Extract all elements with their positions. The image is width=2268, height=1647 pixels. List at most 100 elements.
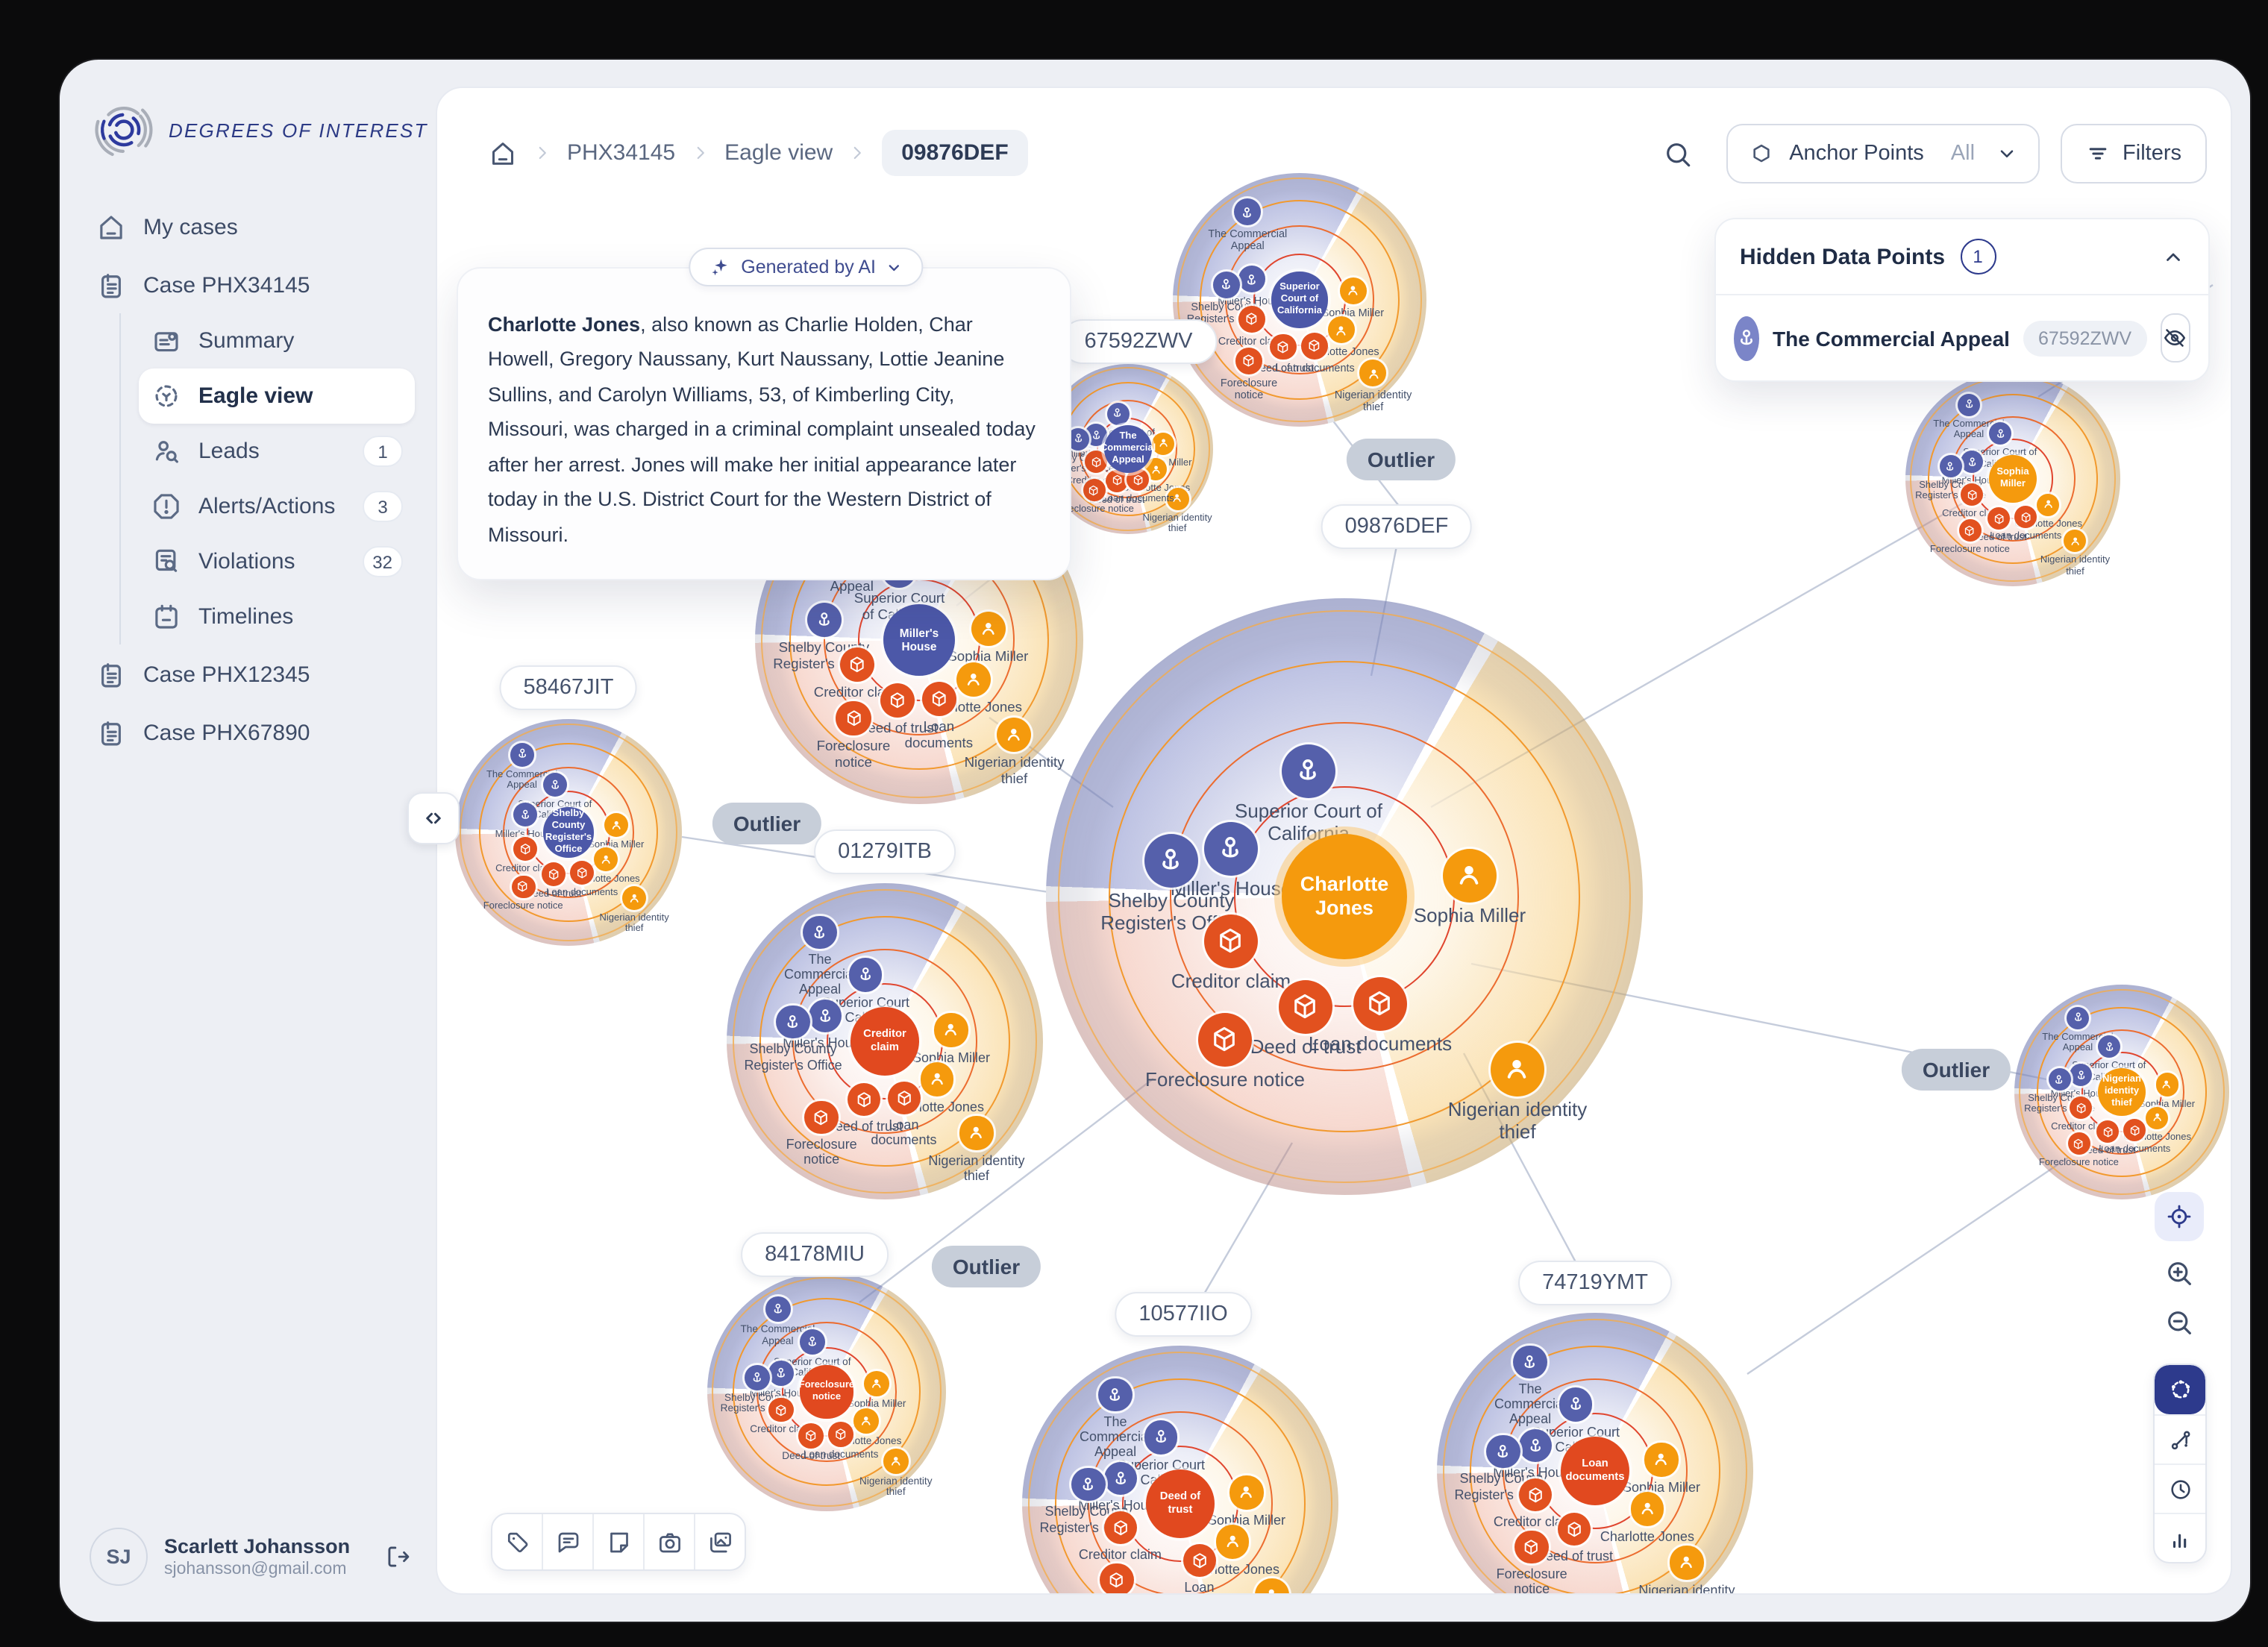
graph-node-loan[interactable] bbox=[1182, 1544, 1216, 1578]
graph-node-charlotte[interactable] bbox=[853, 1408, 879, 1434]
graph-node-charlotte[interactable] bbox=[1630, 1492, 1664, 1526]
zoom-in-button[interactable] bbox=[2161, 1255, 2196, 1290]
graph-node-sophia[interactable] bbox=[864, 1371, 889, 1396]
analytics-tool-button[interactable] bbox=[2155, 1513, 2205, 1562]
graph-node-deed[interactable] bbox=[880, 683, 915, 718]
graph-node-creditor[interactable] bbox=[1204, 915, 1258, 968]
graph-node-superior[interactable] bbox=[1282, 744, 1335, 798]
graph-node-foreclosure[interactable] bbox=[836, 701, 871, 736]
cluster-label-58467JIT[interactable]: 58467JIT bbox=[499, 665, 638, 710]
graph-node-loan[interactable] bbox=[1301, 332, 1329, 360]
graph-node-foreclosure[interactable] bbox=[804, 1100, 839, 1134]
graph-node-charlotte[interactable] bbox=[1328, 316, 1355, 344]
graph-node-superior[interactable] bbox=[1106, 402, 1130, 425]
generated-by-ai-pill[interactable]: Generated by AI bbox=[689, 248, 924, 286]
graph-node-shelby[interactable] bbox=[1486, 1435, 1520, 1469]
graph-node-nigerian[interactable] bbox=[997, 718, 1032, 753]
graph-node-superior[interactable] bbox=[542, 773, 567, 797]
graph-node-superior[interactable] bbox=[1559, 1387, 1593, 1422]
graph-node-loan[interactable] bbox=[2123, 1119, 2146, 1142]
breadcrumb-current[interactable]: 09876DEF bbox=[882, 130, 1028, 176]
graph-node-superior[interactable] bbox=[1144, 1420, 1178, 1455]
graph-node-commercial[interactable] bbox=[2066, 1006, 2090, 1029]
graph-node-creditor[interactable] bbox=[1084, 451, 1107, 474]
path-tool-button[interactable] bbox=[2155, 1414, 2205, 1464]
cluster-center-foreclosure[interactable]: Foreclosure notice bbox=[799, 1365, 854, 1419]
cluster-label-84178MIU[interactable]: 84178MIU bbox=[741, 1232, 889, 1277]
sidebar-item-leads[interactable]: Leads 1 bbox=[139, 424, 415, 479]
outlier-badge[interactable]: Outlier bbox=[1346, 439, 1456, 480]
graph-node-sophia[interactable] bbox=[1229, 1475, 1264, 1510]
cluster-label-01279ITB[interactable]: 01279ITB bbox=[814, 829, 956, 874]
breadcrumb-case[interactable]: PHX34145 bbox=[567, 140, 676, 166]
graph-node-millers[interactable] bbox=[2070, 1063, 2093, 1087]
sidebar-item-my-cases[interactable]: My cases bbox=[84, 200, 415, 255]
eye-off-button[interactable] bbox=[2160, 313, 2190, 363]
graph-node-commercial[interactable] bbox=[765, 1296, 791, 1323]
graph-node-superior[interactable] bbox=[800, 1329, 825, 1355]
graph-node-foreclosure[interactable] bbox=[1958, 519, 1982, 542]
graph-node-shelby[interactable] bbox=[1939, 454, 1962, 477]
cluster-label-09876DEF[interactable]: 09876DEF bbox=[1321, 504, 1473, 549]
cluster-label-74719YMT[interactable]: 74719YMT bbox=[1518, 1261, 1672, 1305]
history-tool-button[interactable] bbox=[2155, 1464, 2205, 1513]
cluster-center-superior[interactable]: Superior Court of California bbox=[1271, 272, 1328, 328]
anchor-points-dropdown[interactable]: Anchor Points All bbox=[1726, 124, 2040, 183]
cluster-center-sophia[interactable]: Sophia Miller bbox=[1989, 455, 2037, 503]
graph-node-charlotte[interactable] bbox=[956, 662, 991, 697]
cluster-center-nigerian[interactable]: Nigerian identity thief bbox=[2098, 1068, 2146, 1116]
graph-node-millers[interactable] bbox=[808, 999, 842, 1033]
search-icon[interactable] bbox=[1662, 138, 1694, 169]
graph-node-sophia[interactable] bbox=[934, 1013, 968, 1047]
graph-node-sophia[interactable] bbox=[1339, 277, 1367, 304]
graph-node-millers[interactable] bbox=[1103, 1461, 1137, 1496]
graph-node-commercial[interactable] bbox=[1957, 393, 1981, 416]
cluster-center-loan[interactable]: Loan documents bbox=[1560, 1436, 1630, 1506]
graph-node-deed[interactable] bbox=[542, 862, 566, 887]
gallery-tool-button[interactable] bbox=[694, 1514, 745, 1569]
sidebar-item-eagle-view[interactable]: Eagle view bbox=[139, 368, 415, 424]
graph-node-creditor[interactable] bbox=[1961, 483, 1984, 506]
graph-node-millers[interactable] bbox=[1204, 822, 1258, 876]
cluster-center-charlotte[interactable]: Charlotte Jones bbox=[1282, 834, 1407, 959]
graph-node-superior[interactable] bbox=[849, 958, 883, 992]
cluster-center-commercial[interactable]: The Commercial Appeal bbox=[1100, 425, 1156, 473]
sidebar-item-case-phx34145[interactable]: Case PHX34145 bbox=[84, 258, 415, 313]
sidebar-collapse-handle[interactable] bbox=[407, 792, 460, 844]
graph-node-loan[interactable] bbox=[921, 682, 956, 717]
graph-node-sophia[interactable] bbox=[604, 812, 628, 837]
graph-node-shelby[interactable] bbox=[1071, 1468, 1106, 1502]
cluster-center-millers[interactable]: Miller's House bbox=[883, 603, 956, 677]
chevron-up-icon[interactable] bbox=[2162, 245, 2184, 268]
graph-node-superior[interactable] bbox=[1988, 422, 2011, 445]
graph-node-creditor[interactable] bbox=[2070, 1097, 2093, 1120]
outlier-badge[interactable]: Outlier bbox=[1901, 1049, 2011, 1091]
logout-icon[interactable] bbox=[383, 1543, 412, 1571]
graph-node-foreclosure[interactable] bbox=[1198, 1013, 1252, 1067]
tag-tool-button[interactable] bbox=[492, 1514, 542, 1569]
graph-node-deed[interactable] bbox=[1270, 333, 1297, 360]
graph-node-nigerian[interactable] bbox=[1670, 1546, 1704, 1580]
graph-node-deed[interactable] bbox=[848, 1083, 881, 1117]
graph-node-sophia[interactable] bbox=[1152, 432, 1175, 454]
zoom-out-button[interactable] bbox=[2161, 1304, 2196, 1340]
cluster-label-10577IIO[interactable]: 10577IIO bbox=[1115, 1292, 1252, 1337]
breadcrumb-view[interactable]: Eagle view bbox=[724, 140, 833, 166]
graph-node-millers[interactable] bbox=[768, 1360, 794, 1386]
cluster-center-shelby[interactable]: Shelby County Register's Office bbox=[543, 807, 594, 858]
graph-node-creditor[interactable] bbox=[839, 647, 874, 683]
graph-node-nigerian[interactable] bbox=[1491, 1043, 1544, 1097]
graph-node-nigerian[interactable] bbox=[1166, 487, 1189, 510]
filters-button[interactable]: Filters bbox=[2060, 124, 2207, 183]
graph-node-shelby[interactable] bbox=[2048, 1067, 2071, 1091]
graph-node-commercial[interactable] bbox=[803, 915, 837, 949]
hidden-panel-header[interactable]: Hidden Data Points 1 bbox=[1716, 219, 2208, 294]
graph-node-millers[interactable] bbox=[513, 802, 538, 826]
graph-node-sophia[interactable] bbox=[2155, 1073, 2178, 1096]
comment-tool-button[interactable] bbox=[542, 1514, 592, 1569]
sidebar-item-case-phx12345[interactable]: Case PHX12345 bbox=[84, 647, 415, 703]
sidebar-item-violations[interactable]: Violations 32 bbox=[139, 534, 415, 589]
graph-node-nigerian[interactable] bbox=[2064, 530, 2087, 553]
graph-node-nigerian[interactable] bbox=[883, 1449, 909, 1474]
graph-node-loan[interactable] bbox=[887, 1082, 921, 1115]
